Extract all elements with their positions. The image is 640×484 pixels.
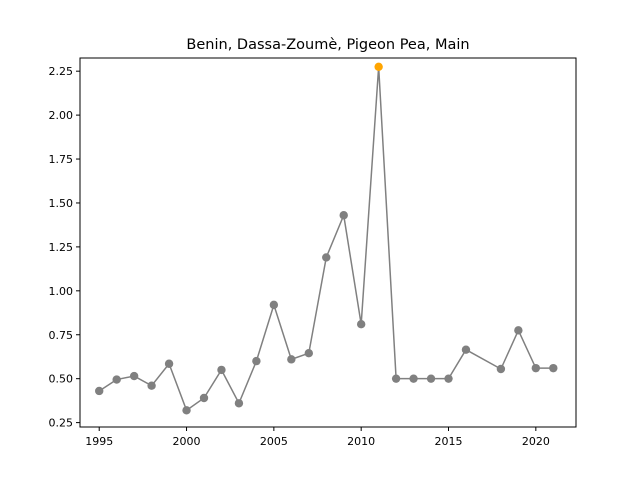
data-point	[147, 381, 156, 390]
x-tick-label: 2005	[260, 435, 288, 448]
data-point	[356, 320, 366, 329]
y-tick-label: 0.50	[49, 373, 74, 386]
data-point	[95, 386, 104, 396]
data-point	[287, 355, 296, 364]
plot-area	[95, 62, 558, 415]
y-tick-label: 1.75	[49, 153, 74, 166]
y-tick-label: 0.75	[49, 329, 74, 342]
y-tick-label: 1.50	[49, 197, 74, 210]
y-tick-label: 2.25	[49, 65, 74, 78]
plot-frame	[79, 57, 577, 428]
x-tick-label: 2020	[522, 435, 550, 448]
x-tick-label: 2015	[435, 435, 463, 448]
data-point	[164, 359, 174, 368]
x-tick-label: 2000	[173, 435, 201, 448]
data-point	[304, 349, 313, 358]
series-line	[98, 66, 554, 412]
data-point	[234, 399, 244, 408]
data-point	[217, 365, 226, 375]
data-point	[461, 345, 471, 354]
x-tick-label: 1995	[85, 435, 113, 448]
data-point	[391, 374, 401, 383]
data-point	[426, 374, 436, 383]
y-tick-label: 2.00	[49, 109, 74, 122]
data-point	[531, 363, 541, 373]
y-tick-label: 1.25	[49, 241, 74, 254]
data-point	[549, 363, 558, 373]
data-point	[199, 393, 209, 403]
y-tick-label: 0.25	[49, 417, 74, 430]
axes: 1995 2000 2005 2010 2015 2020 0.25 0.50 0.75 1.00…	[49, 57, 577, 448]
x-tick-label: 2010	[347, 435, 375, 448]
data-point	[112, 375, 121, 384]
data-point	[496, 364, 506, 374]
chart-title: Benin, Dassa-Zoumè, Pigeon Pea, Main	[186, 37, 469, 53]
highlight-point	[374, 62, 383, 71]
data-point	[514, 326, 523, 335]
data-point	[129, 371, 139, 381]
data-point	[409, 374, 418, 383]
data-point	[322, 253, 331, 262]
data-point	[444, 374, 453, 383]
data-point	[182, 406, 191, 415]
data-point	[252, 356, 261, 366]
data-point	[339, 211, 348, 220]
y-tick-label: 1.00	[49, 285, 74, 298]
data-point	[269, 300, 279, 310]
